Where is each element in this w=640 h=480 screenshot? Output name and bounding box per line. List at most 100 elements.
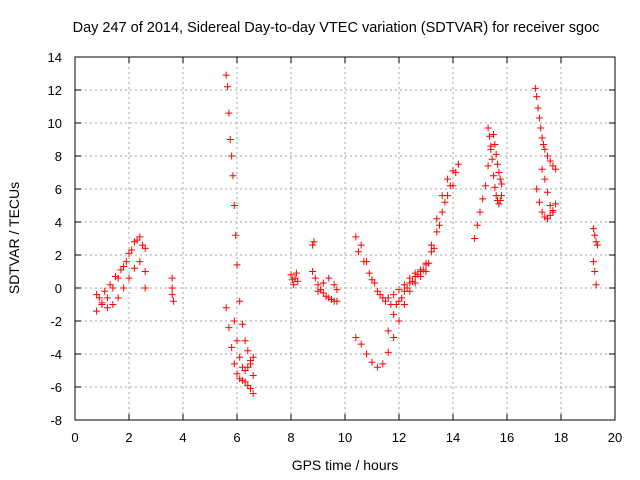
data-point	[538, 134, 546, 142]
data-point	[233, 337, 241, 345]
data-point	[230, 202, 238, 209]
data-point	[495, 169, 503, 176]
data-point	[533, 93, 541, 101]
data-point	[247, 385, 254, 393]
data-point	[484, 124, 492, 132]
x-tick-label: 0	[71, 430, 78, 445]
data-point	[233, 370, 241, 378]
data-point	[490, 131, 497, 139]
data-point	[95, 294, 103, 302]
data-point	[355, 248, 362, 256]
data-point	[411, 272, 419, 280]
data-point	[112, 272, 119, 280]
data-point	[541, 175, 549, 183]
data-point	[333, 297, 341, 305]
data-point	[128, 246, 136, 254]
data-point	[319, 279, 327, 287]
data-point	[400, 287, 408, 295]
data-point	[427, 248, 435, 256]
data-point	[133, 236, 141, 244]
data-point	[406, 279, 414, 287]
data-point	[390, 310, 398, 318]
data-point	[309, 268, 317, 275]
y-tick-label: 6	[55, 182, 62, 197]
x-axis-label: GPS time / hours	[292, 457, 399, 473]
x-tick-label: 16	[500, 430, 514, 445]
series-arc-f	[222, 304, 257, 398]
series-arc-t	[533, 185, 560, 223]
series-arc-k	[314, 274, 341, 295]
y-tick-label: 14	[48, 50, 62, 65]
x-tick-label: 12	[392, 430, 406, 445]
data-point	[535, 114, 543, 122]
data-point	[290, 281, 298, 289]
series-arc-u	[538, 165, 557, 216]
series-arc-l	[352, 160, 462, 302]
series-arc-o	[384, 182, 457, 335]
data-point	[436, 221, 443, 229]
series-arc-e	[222, 71, 257, 379]
series-arc-d	[168, 274, 178, 305]
data-point	[314, 287, 322, 295]
data-point	[330, 281, 338, 289]
data-point	[473, 221, 481, 229]
data-point	[365, 269, 373, 277]
y-tick-label: -6	[50, 380, 62, 395]
y-tick-label: 8	[55, 149, 62, 164]
data-point	[225, 109, 233, 117]
data-point	[222, 304, 230, 312]
data-point	[422, 259, 430, 267]
data-point	[333, 286, 341, 294]
data-point	[236, 353, 244, 361]
data-point	[549, 208, 557, 216]
data-point	[379, 360, 387, 368]
x-tick-label: 20	[608, 430, 622, 445]
data-point	[230, 360, 238, 368]
data-point	[368, 358, 376, 366]
x-tick-label: 14	[446, 430, 460, 445]
data-point	[376, 291, 384, 299]
y-tick-label: 2	[55, 248, 62, 263]
data-point	[539, 140, 547, 148]
series-arc-j	[309, 268, 341, 305]
series-arc-m	[352, 268, 430, 371]
data-point	[544, 188, 551, 196]
x-tick-label: 2	[125, 430, 132, 445]
y-tick-label: -2	[50, 314, 62, 329]
data-point	[589, 258, 597, 266]
data-point	[471, 235, 479, 242]
data-point	[454, 160, 462, 168]
data-point	[130, 264, 138, 272]
data-point	[325, 274, 333, 282]
data-point	[535, 198, 543, 206]
data-point	[228, 152, 236, 160]
data-point	[592, 281, 600, 289]
data-point	[168, 284, 176, 292]
series-arc-s	[531, 84, 560, 173]
data-point	[371, 279, 379, 287]
y-tick-label: -8	[50, 413, 62, 428]
data-point	[136, 258, 144, 266]
x-tick-label: 8	[287, 430, 294, 445]
y-tick-label: 12	[48, 83, 62, 98]
data-point	[373, 363, 381, 371]
series-arc-a	[93, 233, 149, 315]
data-point	[141, 268, 149, 275]
data-point	[395, 286, 403, 294]
data-point	[395, 297, 403, 305]
data-point	[233, 261, 241, 269]
data-point	[534, 104, 542, 112]
data-point	[496, 175, 504, 183]
data-point	[487, 142, 495, 150]
data-point	[488, 155, 496, 163]
data-point	[103, 294, 111, 302]
series-arc-g	[230, 317, 257, 374]
data-point	[294, 277, 302, 285]
data-point	[141, 284, 149, 292]
data-point	[400, 301, 408, 308]
series-arc-n	[355, 169, 460, 308]
data-point	[311, 274, 319, 282]
data-point	[98, 299, 106, 307]
data-point	[495, 200, 503, 208]
data-point	[591, 268, 599, 275]
